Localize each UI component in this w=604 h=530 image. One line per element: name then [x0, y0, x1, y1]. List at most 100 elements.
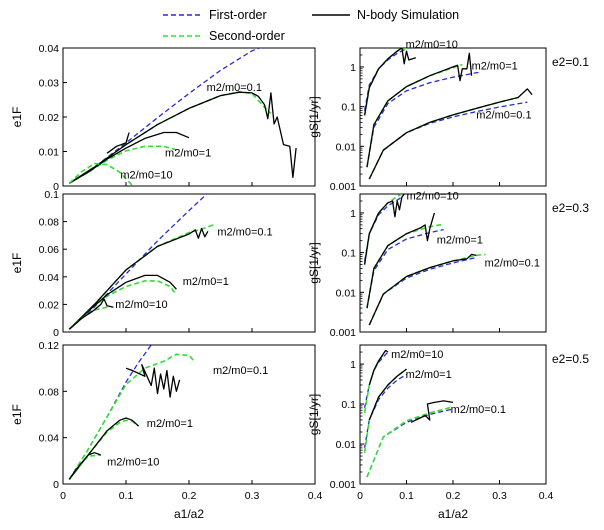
panel-d: 0.001 0.01 0.1 1 gS[1/yr] e2=0.3 m2/m0=10 m2/m0… [307, 190, 589, 339]
row-label: e2=0.5 [552, 352, 589, 366]
y-tick-label: 0.02 [39, 299, 60, 311]
panel-a: 0 0.01 0.02 0.03 0.04 e1F m2/m0=0.1 m2/m0=1 m2/m… [10, 43, 316, 193]
series-group [363, 349, 454, 478]
y-tick-label: 0.1 [341, 399, 356, 411]
x-axis-label: a1/a2 [438, 507, 468, 521]
curve-annotation: m2/m0=0.1 [476, 110, 531, 122]
y-axis-label: e1F [10, 253, 24, 274]
curve-annotation: m2/m0=1 [472, 61, 518, 73]
series-first-line [363, 48, 407, 111]
series-first-line [363, 373, 407, 449]
x-tick-label: 0.1 [119, 490, 134, 502]
series-nbody-line [366, 212, 436, 309]
series-nbody-line [106, 132, 130, 154]
curve-annotation: m2/m0=1 [183, 276, 229, 288]
x-tick-label: 0.2 [182, 490, 197, 502]
y-tick-label: 0.01 [336, 439, 357, 451]
y-tick-label: 0.06 [39, 244, 60, 256]
curve-annotation: m2/m0=1 [406, 369, 452, 381]
x-tick-label: 0.4 [308, 490, 323, 502]
y-axis-label: gS[1/yr] [307, 242, 321, 283]
panel-frame [62, 344, 316, 485]
series-first-line [363, 351, 389, 409]
series-second-line [68, 419, 140, 480]
y-tick-label: 0.1 [341, 248, 356, 260]
x-tick-label: 0 [60, 490, 66, 502]
y-tick-label: 1 [350, 208, 356, 220]
y-tick-label: 1 [350, 359, 356, 371]
series-group [363, 48, 533, 180]
curve-annotation: m2/m0=10 [115, 299, 167, 311]
series-nbody-line [366, 52, 473, 168]
y-axis-label: gS[1/yr] [307, 394, 321, 435]
curve-annotation: m2/m0=1 [165, 147, 211, 159]
panel-b: 0.001 0.01 0.1 1 gS[1/yr] e2=0.1 m2/m0=10 m2/m0… [307, 39, 589, 193]
series-nbody-line [363, 194, 405, 265]
y-tick-label: 0.1 [341, 102, 356, 114]
series-nbody-line [363, 48, 416, 116]
y-tick-label: 0 [53, 181, 59, 193]
series-nbody-line [368, 253, 477, 326]
chart-panels: 00.010.020.030.04e1Fm2/m0=0.1m2/m0=1m2/m… [10, 39, 589, 521]
curve-annotation: m2/m0=1 [147, 418, 193, 430]
curve-annotation: m2/m0=10 [120, 169, 172, 181]
series-second-line [68, 353, 196, 480]
series-nbody-line [368, 368, 407, 421]
y-tick-label: 0.1 [44, 189, 59, 201]
series-first-line [366, 71, 482, 168]
curve-annotation: m2/m0=0.1 [485, 257, 540, 269]
curve-annotation: m2/m0=10 [407, 190, 459, 202]
y-tick-label: 0.001 [330, 181, 356, 193]
x-tick-label: 0 [357, 490, 363, 502]
legend-nbody-label: N-body Simulation [357, 8, 459, 22]
series-nbody-line [68, 298, 114, 330]
series-nbody-line [125, 364, 181, 398]
y-tick-label: 0.12 [39, 340, 60, 352]
y-tick-label: 0.04 [39, 433, 60, 445]
series-first-line [366, 228, 444, 309]
series-second-line [368, 253, 486, 326]
series-second-line [68, 145, 177, 184]
x-tick-label: 0.3 [245, 490, 260, 502]
series-nbody-line [68, 452, 102, 480]
series-second-line [68, 280, 178, 330]
curve-annotation: m2/m0=10 [107, 456, 159, 468]
curve-annotation: m2/m0=1 [437, 234, 483, 246]
series-first-line [363, 196, 403, 262]
y-tick-label: 0.01 [336, 287, 357, 299]
series-nbody-line [68, 417, 140, 480]
y-axis-label: e1F [10, 107, 24, 128]
y-tick-label: 0.001 [330, 327, 356, 339]
curve-annotation: m2/m0=0.1 [217, 226, 272, 238]
series-second-line [366, 406, 454, 478]
y-tick-label: 0.01 [336, 141, 357, 153]
y-tick-label: 0.04 [39, 272, 60, 284]
series-group [68, 48, 297, 186]
panel-frame [62, 193, 316, 333]
x-tick-label: 0.4 [539, 490, 554, 502]
series-group [68, 194, 215, 330]
y-tick-label: 0.08 [39, 217, 60, 229]
y-tick-label: 0.04 [39, 43, 60, 55]
curve-annotation: m2/m0=10 [406, 39, 458, 51]
x-tick-label: 0.2 [446, 490, 461, 502]
series-nbody-line [410, 400, 454, 423]
x-axis-label: a1/a2 [174, 507, 204, 521]
series-group [363, 194, 486, 326]
legend-first-order-label: First-order [209, 8, 267, 22]
y-tick-label: 0.08 [39, 386, 60, 398]
y-tick-label: 1 [350, 62, 356, 74]
y-tick-label: 0 [53, 479, 59, 491]
series-group [68, 345, 196, 480]
curve-annotation: m2/m0=0.1 [207, 82, 262, 94]
series-first-line [68, 194, 208, 330]
panel-f: 0.001 0.01 0.1 1 0 0.1 0.2 0.3 0.4 gS[1/yr] a1/a2 e… [307, 344, 589, 521]
y-tick-label: 0.001 [330, 479, 356, 491]
series-first-line [368, 256, 477, 326]
curve-annotation: m2/m0=0.1 [213, 365, 268, 377]
series-nbody-line [368, 88, 533, 180]
x-tick-label: 0.1 [399, 490, 414, 502]
y-tick-label: 0.02 [39, 112, 60, 124]
row-label: e2=0.3 [552, 201, 589, 215]
